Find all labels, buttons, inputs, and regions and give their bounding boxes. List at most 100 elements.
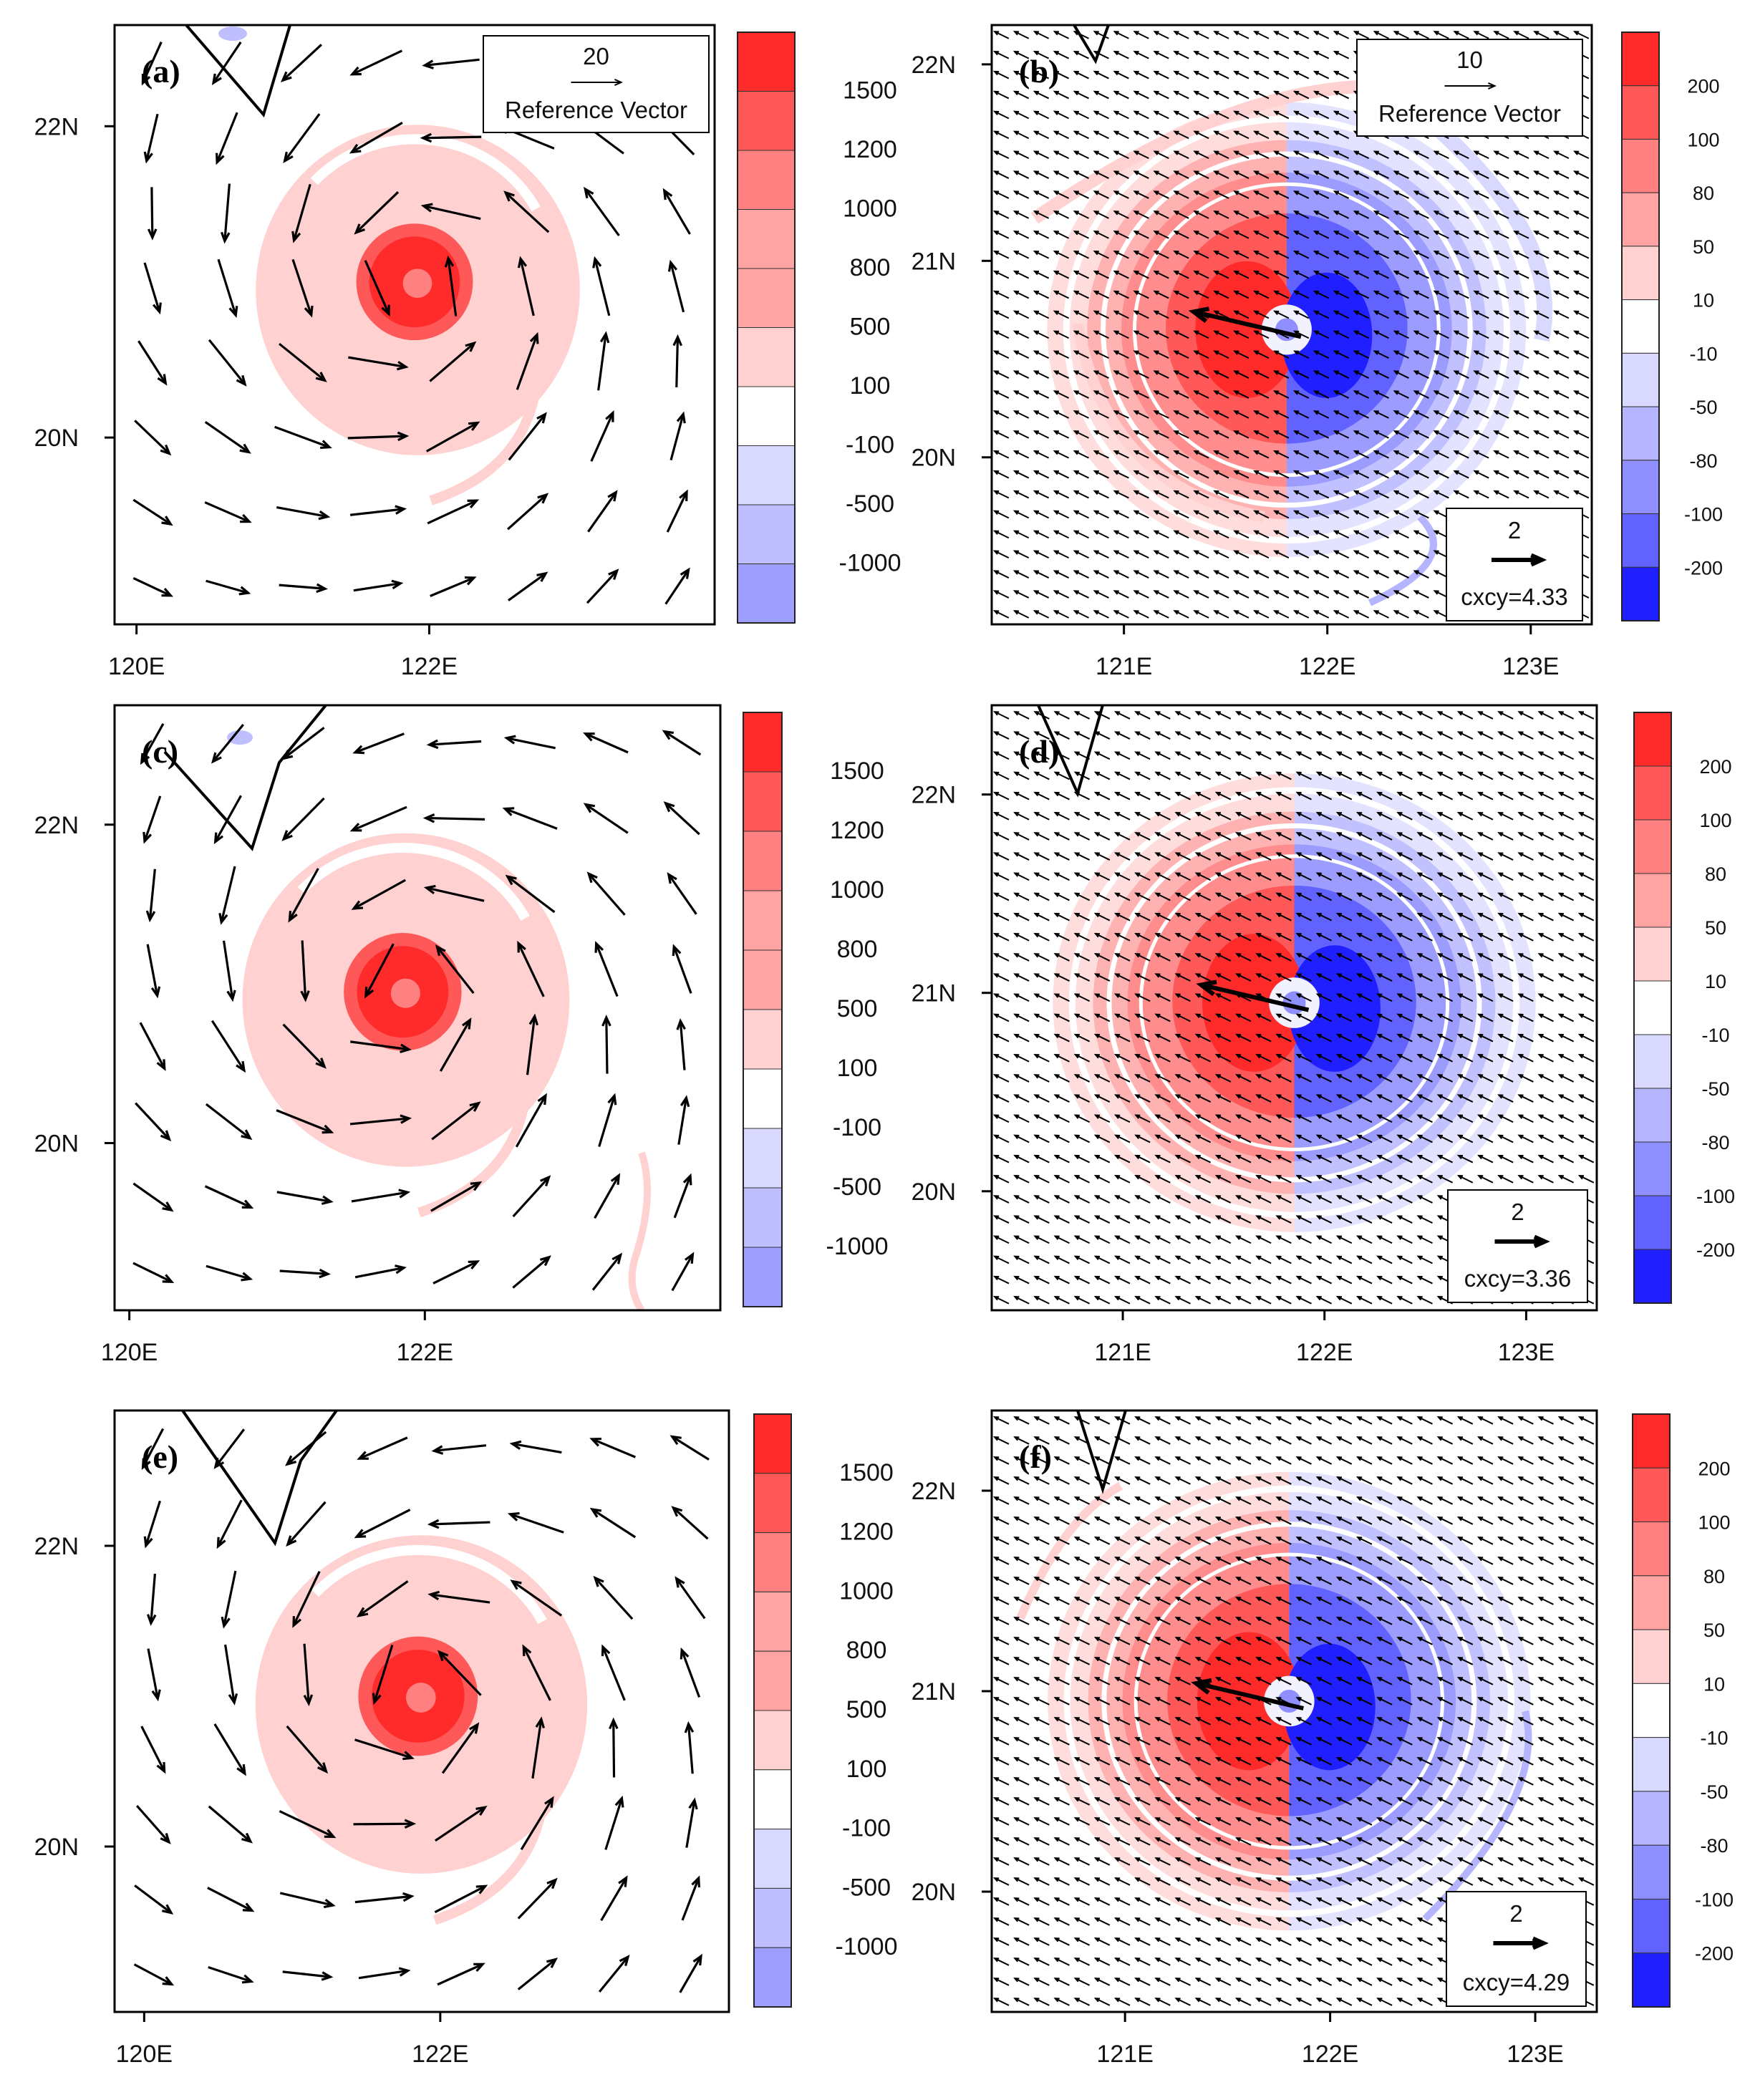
wind-arrowhead bbox=[1273, 231, 1280, 236]
wind-arrow bbox=[1174, 290, 1189, 299]
wind-arrowhead bbox=[1174, 1496, 1181, 1501]
wind-arrow bbox=[1314, 51, 1330, 59]
wind-arrowhead bbox=[1456, 1134, 1464, 1139]
wind-arrow bbox=[1055, 832, 1070, 841]
wind-arrowhead bbox=[1193, 110, 1199, 116]
wind-arrow bbox=[1254, 550, 1270, 559]
wind-arrowhead bbox=[1154, 1697, 1161, 1702]
wind-arrow bbox=[1414, 190, 1429, 199]
wind-arrow bbox=[1374, 390, 1389, 399]
wind-arrow bbox=[1114, 370, 1129, 379]
wind-arrowhead bbox=[1476, 852, 1484, 857]
wind-arrow bbox=[143, 795, 162, 842]
wind-arrow bbox=[1196, 1597, 1212, 1605]
wind-arrowhead bbox=[1173, 170, 1179, 175]
wind-arrow bbox=[669, 262, 685, 313]
wind-arrow bbox=[1277, 731, 1292, 740]
wind-arrowhead bbox=[1396, 1054, 1403, 1059]
wind-arrowhead bbox=[1174, 1937, 1181, 1942]
wind-arrow bbox=[1154, 430, 1169, 439]
wind-arrow bbox=[1579, 1034, 1595, 1042]
wind-arrowhead bbox=[349, 143, 362, 154]
wind-arrow bbox=[994, 832, 1010, 841]
wind-arrowhead bbox=[1355, 751, 1363, 756]
wind-arrowhead bbox=[1093, 570, 1099, 575]
wind-arrow bbox=[994, 271, 1010, 279]
wind-arrowhead bbox=[1315, 771, 1322, 776]
wind-arrowhead bbox=[1053, 1496, 1060, 1501]
wind-arrow bbox=[1394, 530, 1409, 539]
wind-arrowhead bbox=[1433, 350, 1439, 355]
wind-arrowhead bbox=[1456, 1114, 1464, 1119]
wind-arrow bbox=[1035, 1577, 1050, 1585]
wind-arrow bbox=[1014, 993, 1030, 1002]
wind-arrowhead bbox=[1113, 1416, 1121, 1421]
wind-arrowhead bbox=[1053, 50, 1059, 56]
wind-arrow bbox=[1234, 130, 1249, 140]
wind-arrowhead bbox=[1013, 751, 1020, 756]
wind-arrow bbox=[994, 1557, 1010, 1565]
wind-arrowhead bbox=[1253, 211, 1260, 216]
wind-arrowhead bbox=[1255, 1033, 1262, 1039]
wind-arrow bbox=[1134, 350, 1149, 359]
wind-arrow bbox=[1014, 1557, 1030, 1565]
wind-arrow bbox=[1154, 510, 1169, 519]
wind-arrowhead bbox=[1013, 1496, 1020, 1501]
wind-arrow bbox=[1035, 1937, 1050, 1946]
wind-arrowhead bbox=[1393, 450, 1399, 455]
wind-arrowhead bbox=[1416, 953, 1423, 958]
wind-arrow bbox=[1297, 711, 1312, 720]
wind-arrow bbox=[439, 1019, 471, 1072]
wind-arrow bbox=[1196, 1617, 1212, 1625]
wind-arrowhead bbox=[1275, 731, 1282, 736]
wind-arrow bbox=[1418, 771, 1433, 780]
wind-arrow bbox=[1294, 490, 1310, 499]
wind-arrowhead bbox=[1213, 90, 1219, 96]
wind-arrow bbox=[1394, 290, 1409, 299]
wind-arrowhead bbox=[1413, 490, 1419, 495]
wind-arrowhead bbox=[1355, 1134, 1363, 1139]
wind-arrow bbox=[1176, 1476, 1191, 1485]
wind-arrowhead bbox=[992, 1677, 1000, 1682]
wind-arrowhead bbox=[1193, 570, 1199, 575]
wind-arrow bbox=[1334, 530, 1350, 539]
wind-arrow bbox=[1377, 1195, 1393, 1204]
wind-arrow bbox=[1156, 1917, 1171, 1926]
wind-arrowhead bbox=[1533, 470, 1539, 475]
wind-arrow bbox=[1454, 410, 1469, 419]
negative-patch bbox=[227, 730, 253, 745]
wind-arrowhead bbox=[1233, 31, 1239, 36]
wind-arrowhead bbox=[221, 231, 231, 244]
wind-arrowhead bbox=[1173, 130, 1179, 135]
wind-arrowhead bbox=[1436, 1175, 1443, 1180]
wind-arrow bbox=[1075, 1757, 1091, 1766]
wind-arrow bbox=[1154, 470, 1169, 479]
wind-arrowhead bbox=[1533, 290, 1539, 296]
wind-arrowhead bbox=[1073, 310, 1079, 316]
wind-arrow bbox=[1154, 310, 1169, 319]
wind-arrowhead bbox=[1093, 1456, 1101, 1461]
wind-arrow bbox=[1254, 610, 1270, 619]
wind-arrow bbox=[1176, 731, 1191, 740]
wind-arrow bbox=[1297, 993, 1312, 1002]
wind-arrow bbox=[1434, 490, 1449, 499]
wind-arrowhead bbox=[680, 1647, 690, 1660]
wind-arrow bbox=[1034, 251, 1050, 259]
wind-arrow bbox=[994, 510, 1010, 519]
wind-arrowhead bbox=[1234, 1114, 1242, 1119]
wind-arrow bbox=[1277, 1134, 1292, 1143]
wind-arrow bbox=[1418, 933, 1433, 942]
wind-arrowhead bbox=[1312, 510, 1320, 516]
wind-arrowhead bbox=[1073, 510, 1079, 516]
wind-arrow bbox=[1114, 51, 1129, 59]
wind-arrowhead bbox=[1194, 1013, 1201, 1018]
wind-arrow bbox=[1115, 1978, 1131, 1986]
wind-arrowhead bbox=[1173, 430, 1179, 435]
wind-arrowhead bbox=[688, 1797, 698, 1810]
wind-arrow bbox=[671, 1436, 710, 1461]
wind-arrowhead bbox=[1373, 350, 1379, 355]
wind-arrowhead bbox=[1174, 1275, 1181, 1281]
wind-arrow bbox=[1074, 310, 1089, 319]
wind-arrowhead bbox=[1273, 470, 1280, 475]
wind-arrow bbox=[1196, 1817, 1212, 1826]
